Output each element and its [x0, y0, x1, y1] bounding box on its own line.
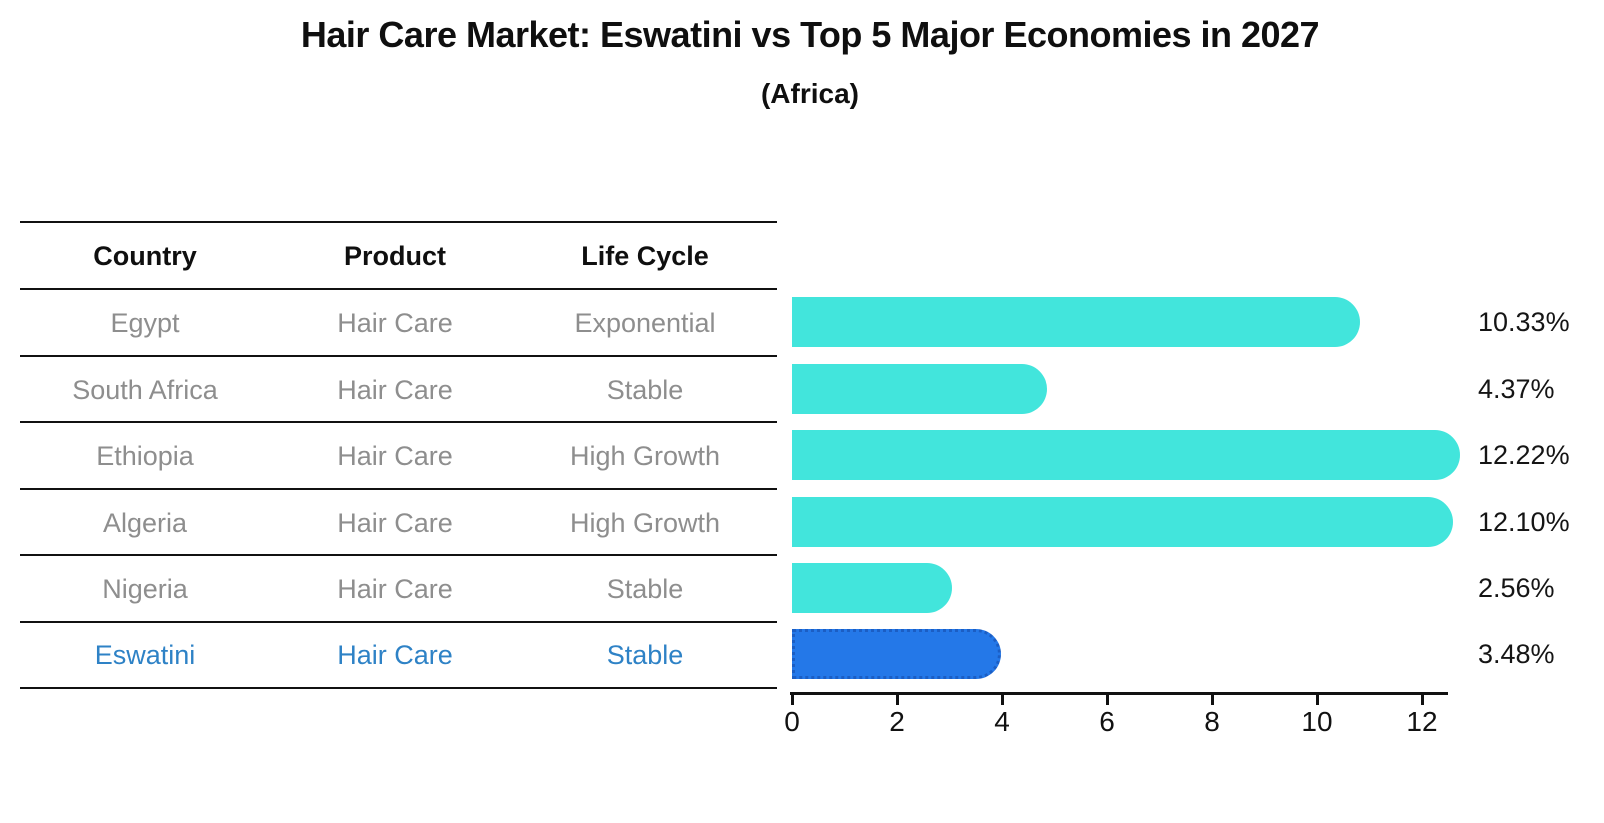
cell-life-cycle: High Growth	[569, 441, 721, 471]
x-tick-label: 6	[1099, 706, 1115, 737]
cell-country: Algeria	[102, 508, 188, 538]
x-axis-tick	[1421, 695, 1424, 705]
table-row-rule	[20, 554, 777, 556]
table-row-eswatini-highlighted: Eswatini Hair Care Stable	[0, 622, 780, 688]
cell-life-cycle: Stable	[606, 640, 684, 670]
x-axis-tick	[896, 695, 899, 705]
cell-life-cycle: Exponential	[574, 308, 716, 338]
bar-nigeria	[792, 563, 953, 613]
cell-life-cycle: Stable	[606, 574, 684, 604]
bar-egypt	[792, 297, 1361, 347]
column-header-country: Country	[93, 241, 197, 271]
table-header-row: Country Product Life Cycle	[0, 223, 780, 289]
x-tick-label: 2	[889, 706, 905, 737]
cell-country: South Africa	[72, 375, 218, 405]
x-tick-label: 4	[994, 706, 1010, 737]
x-tick-label: 12	[1406, 706, 1438, 737]
value-label-ethiopia: 12.22%	[1478, 440, 1570, 470]
value-label-eswatini: 3.48%	[1478, 639, 1555, 669]
cell-product: Hair Care	[337, 375, 453, 405]
table-top-rule	[20, 221, 777, 223]
cell-product: Hair Care	[337, 574, 453, 604]
cell-country: Nigeria	[102, 574, 188, 604]
cell-life-cycle: Stable	[606, 375, 684, 405]
bar-eswatini-highlighted	[792, 629, 1001, 679]
column-header-life-cycle: Life Cycle	[581, 241, 709, 271]
x-axis-tick	[1001, 695, 1004, 705]
bar-south-africa	[792, 364, 1048, 414]
table-row: Algeria Hair Care High Growth	[0, 490, 780, 556]
page-subtitle: (Africa)	[760, 78, 859, 109]
table-bottom-rule	[20, 687, 777, 689]
page-title: Hair Care Market: Eswatini vs Top 5 Majo…	[300, 14, 1320, 55]
table-header-rule	[20, 288, 777, 290]
x-tick-label: 8	[1204, 706, 1220, 737]
value-label-south-africa: 4.37%	[1478, 374, 1555, 404]
table-row: Nigeria Hair Care Stable	[0, 556, 780, 622]
x-tick-label: 10	[1301, 706, 1333, 737]
x-axis-tick	[791, 695, 794, 705]
table-row: Ethiopia Hair Care High Growth	[0, 423, 780, 489]
cell-product: Hair Care	[337, 441, 453, 471]
table-row-rule	[20, 621, 777, 623]
table-row: Egypt Hair Care Exponential	[0, 290, 780, 356]
column-header-product: Product	[343, 241, 446, 271]
table-row-rule	[20, 421, 777, 423]
table-row-rule	[20, 355, 777, 357]
value-label-nigeria: 2.56%	[1478, 573, 1555, 603]
value-label-egypt: 10.33%	[1478, 307, 1570, 337]
table-row-rule	[20, 488, 777, 490]
x-axis-spine	[790, 692, 1448, 695]
cell-life-cycle: High Growth	[569, 508, 721, 538]
value-label-algeria: 12.10%	[1478, 507, 1570, 537]
x-axis-tick	[1106, 695, 1109, 705]
cell-product: Hair Care	[337, 640, 453, 670]
bar-ethiopia	[792, 430, 1460, 480]
x-tick-label: 0	[784, 706, 800, 737]
cell-country: Egypt	[110, 308, 180, 338]
cell-product: Hair Care	[337, 508, 453, 538]
bar-algeria	[792, 497, 1454, 547]
cell-country: Eswatini	[94, 640, 196, 670]
x-axis-tick	[1316, 695, 1319, 705]
cell-country: Ethiopia	[96, 441, 194, 471]
x-axis-tick	[1211, 695, 1214, 705]
table-row: South Africa Hair Care Stable	[0, 357, 780, 423]
cell-product: Hair Care	[337, 308, 453, 338]
